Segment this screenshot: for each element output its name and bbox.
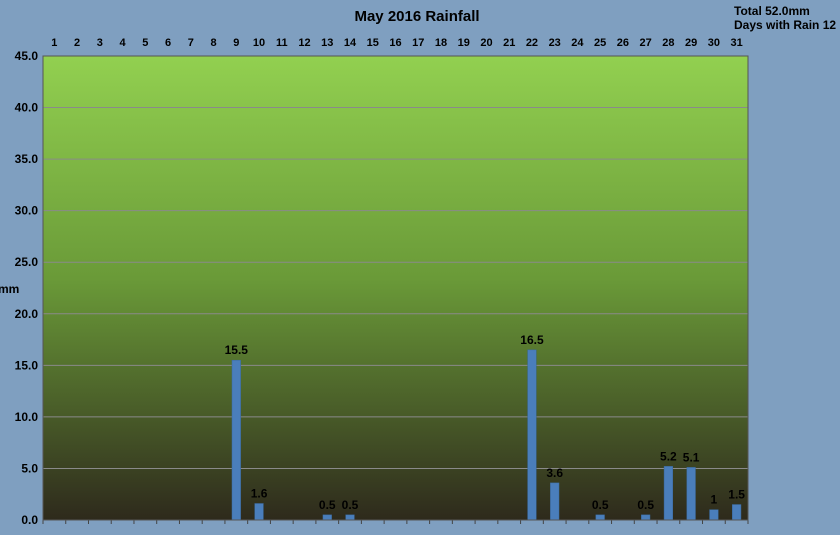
data-label-day-25: 0.5	[592, 498, 609, 512]
x-tick-label: 1	[51, 37, 57, 49]
x-tick-label: 20	[480, 37, 492, 49]
y-tick-label: 15.0	[15, 358, 39, 372]
y-tick-label: 40.0	[15, 101, 39, 115]
x-tick-label: 15	[367, 37, 379, 49]
data-label-day-23: 3.6	[546, 466, 563, 480]
data-label-day-31: 1.5	[728, 488, 745, 502]
x-tick-label: 11	[276, 37, 288, 49]
x-tick-label: 9	[233, 37, 239, 49]
x-tick-label: 29	[685, 37, 697, 49]
plot-area: 0.05.010.015.020.025.030.035.040.045.01 2…	[15, 37, 749, 527]
bar-day-29	[686, 467, 696, 521]
x-tick-label: 6	[165, 37, 171, 49]
bar-day-23	[550, 482, 560, 521]
y-axis-label: mm	[0, 282, 19, 296]
bar-day-27	[641, 514, 651, 521]
x-tick-label: 17	[412, 37, 424, 49]
y-tick-label: 5.0	[21, 461, 38, 475]
x-tick-label: 28	[662, 37, 674, 49]
x-tick-label: 24	[571, 37, 584, 49]
plot-background	[43, 56, 748, 520]
x-tick-label: 3	[97, 37, 103, 49]
y-tick-label: 0.0	[21, 513, 38, 527]
x-tick-label: 18	[435, 37, 447, 49]
y-tick-label: 45.0	[15, 49, 39, 63]
bar-day-10	[254, 503, 264, 521]
x-tick-label: 8	[211, 37, 217, 49]
x-tick-label: 19	[458, 37, 470, 49]
data-label-day-9: 15.5	[225, 343, 249, 357]
y-tick-label: 30.0	[15, 204, 39, 218]
data-label-day-22: 16.5	[520, 333, 544, 347]
data-label-day-27: 0.5	[637, 498, 654, 512]
rain-summary: Total 52.0mm Days with Rain 12	[734, 4, 836, 32]
data-label-day-30: 1	[711, 493, 718, 507]
x-tick-label: 5	[142, 37, 148, 49]
plot-border	[42, 55, 749, 521]
y-tick-label: 25.0	[15, 255, 39, 269]
x-tick-label: 13	[321, 37, 333, 49]
data-label-day-14: 0.5	[342, 498, 359, 512]
x-tick-label: 26	[617, 37, 629, 49]
bar-day-25	[595, 514, 605, 521]
y-tick-label: 20.0	[15, 307, 39, 321]
y-tick-label: 10.0	[15, 410, 39, 424]
bar-day-9	[231, 359, 241, 521]
x-tick-label: 22	[526, 37, 538, 49]
x-tick-label: 21	[503, 37, 515, 49]
x-tick-label: 7	[188, 37, 194, 49]
x-tick-label: 16	[389, 37, 401, 49]
data-label-day-10: 1.6	[251, 487, 268, 501]
x-tick-label: 10	[253, 37, 265, 49]
x-tick-label: 23	[549, 37, 561, 49]
x-tick-label: 31	[731, 37, 743, 49]
y-tick-label: 35.0	[15, 152, 39, 166]
x-tick-label: 4	[120, 37, 127, 49]
data-label-day-28: 5.2	[660, 449, 677, 463]
bar-day-14	[345, 514, 355, 521]
bar-day-22	[527, 349, 537, 521]
data-label-day-29: 5.1	[683, 450, 700, 464]
x-tick-label: 25	[594, 37, 606, 49]
data-label-day-13: 0.5	[319, 498, 336, 512]
chart-title: May 2016 Rainfall	[354, 8, 479, 25]
bar-day-30	[709, 509, 719, 521]
x-tick-label: 12	[298, 37, 310, 49]
x-tick-label: 14	[344, 37, 357, 49]
bar-day-28	[663, 466, 673, 521]
days-with-rain: Days with Rain 12	[734, 18, 837, 32]
bar-day-31	[732, 504, 742, 521]
x-tick-label: 30	[708, 37, 720, 49]
x-tick-label: 2	[74, 37, 80, 49]
x-tick-label: 27	[640, 37, 652, 49]
bar-day-13	[322, 514, 332, 521]
total-rainfall: Total 52.0mm	[734, 4, 810, 18]
